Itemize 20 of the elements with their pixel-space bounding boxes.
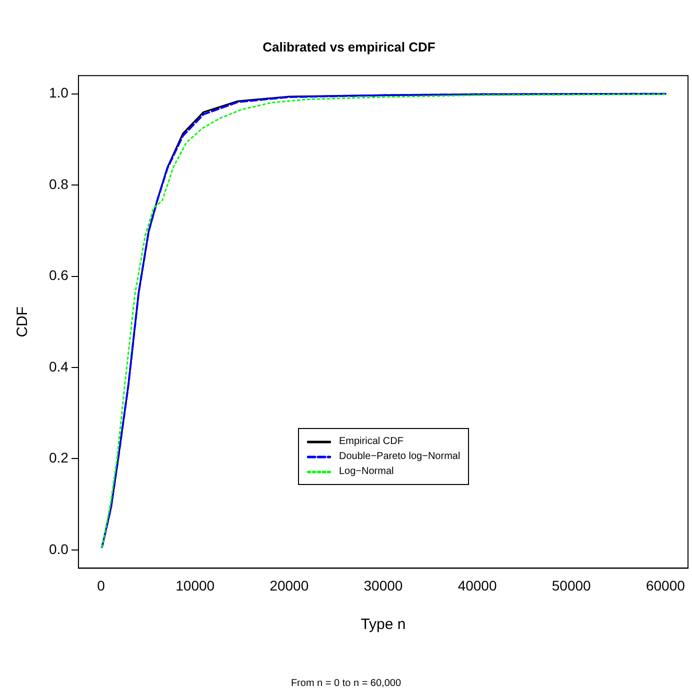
x-axis-title: Type n xyxy=(360,616,406,634)
y-tick-label: 0.6 xyxy=(48,267,69,284)
y-axis-title: CDF xyxy=(14,306,32,338)
y-tick-label: 1.0 xyxy=(48,84,69,101)
y-tick-label: 0.0 xyxy=(48,540,69,557)
x-tick-label: 10000 xyxy=(176,577,215,594)
x-tick-label: 40000 xyxy=(458,577,497,594)
chart-title: Calibrated vs empirical CDF xyxy=(262,39,436,54)
y-tick-label: 0.8 xyxy=(48,176,69,192)
x-tick-label: 50000 xyxy=(552,577,592,594)
x-tick-label: 60000 xyxy=(646,577,686,594)
y-tick-label: 0.4 xyxy=(48,358,69,374)
legend-label: Double−Pareto log−Normal xyxy=(339,451,460,462)
text: From n = 0 to n = 60,000 xyxy=(290,678,402,689)
y-tick-label: 0.2 xyxy=(48,450,69,466)
legend-label: Log−Normal xyxy=(339,466,394,477)
legend-label: Empirical CDF xyxy=(339,436,404,447)
x-tick-label: 20000 xyxy=(270,577,309,594)
x-tick-label: 30000 xyxy=(364,577,403,594)
x-tick-label: 0 xyxy=(97,577,106,594)
